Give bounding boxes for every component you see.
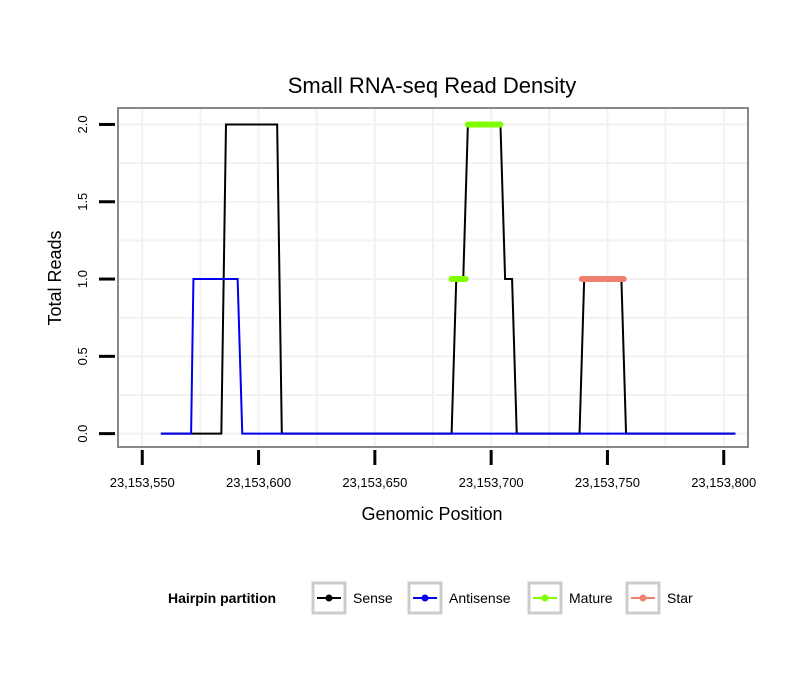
x-tick-label: 23,153,550: [110, 475, 175, 490]
legend-label: Antisense: [449, 590, 511, 606]
plot-series: [160, 121, 736, 435]
x-tick-label: 23,153,650: [342, 475, 407, 490]
legend-entry-sense: Sense: [311, 581, 393, 615]
y-tick-label: 1.5: [75, 193, 90, 211]
legend-key-point: [325, 594, 333, 602]
y-axis: 0.0 0.5 1.0 1.5 2.0: [75, 115, 115, 443]
plot-grid: [119, 109, 747, 446]
x-tick-label: 23,153,600: [226, 475, 291, 490]
plot-panel-border: [117, 107, 749, 448]
series-antisense-line: [160, 278, 736, 435]
legend-entry-mature: Mature: [527, 581, 613, 615]
x-axis: 23,153,550 23,153,600 23,153,650 23,153,700…: [110, 450, 756, 490]
legend-entry-star: Star: [625, 581, 693, 615]
legend-label: Mature: [569, 590, 613, 606]
y-tick-label: 0.5: [75, 347, 90, 365]
legend: Hairpin partition Sense Antisense Mature St…: [168, 581, 693, 615]
x-axis-title: Genomic Position: [361, 504, 502, 524]
x-tick-label: 23,153,700: [459, 475, 524, 490]
legend-key-point: [421, 594, 429, 602]
legend-title: Hairpin partition: [168, 590, 276, 606]
legend-label: Sense: [353, 590, 393, 606]
legend-key-point: [639, 594, 647, 602]
y-tick-label: 0.0: [75, 425, 90, 443]
y-tick-label: 2.0: [75, 115, 90, 133]
y-axis-title: Total Reads: [45, 230, 65, 325]
legend-label: Star: [667, 590, 693, 606]
x-tick-label: 23,153,750: [575, 475, 640, 490]
y-tick-label: 1.0: [75, 270, 90, 288]
legend-key-point: [541, 594, 549, 602]
x-tick-label: 23,153,800: [691, 475, 756, 490]
legend-entry-antisense: Antisense: [407, 581, 511, 615]
chart-title: Small RNA-seq Read Density: [288, 73, 577, 98]
